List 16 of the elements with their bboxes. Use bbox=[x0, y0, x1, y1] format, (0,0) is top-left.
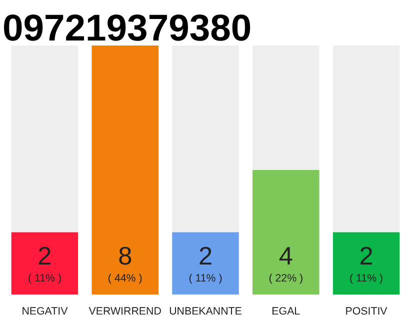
data-label: 2 bbox=[38, 242, 52, 270]
data-label: 4 bbox=[278, 242, 293, 270]
data-label: 2 bbox=[359, 242, 374, 270]
data-label: 8 bbox=[118, 242, 132, 270]
annotation: ( 11% ) bbox=[28, 272, 62, 284]
annotation: ( 11% ) bbox=[350, 272, 384, 284]
x-tick-label: VERWIRREND bbox=[88, 306, 162, 318]
x-tick-label: UNBEKANNTE bbox=[169, 306, 242, 318]
annotation: ( 11% ) bbox=[188, 272, 222, 284]
x-tick-label: NEGATIV bbox=[22, 306, 69, 318]
x-tick-label: POSITIV bbox=[345, 306, 388, 318]
chart-title: 097219379380 bbox=[2, 6, 252, 48]
annotation: ( 22% ) bbox=[268, 272, 304, 284]
data-label: 2 bbox=[198, 242, 213, 270]
x-tick-label: EGAL bbox=[272, 306, 300, 318]
annotation: ( 44% ) bbox=[108, 272, 142, 284]
